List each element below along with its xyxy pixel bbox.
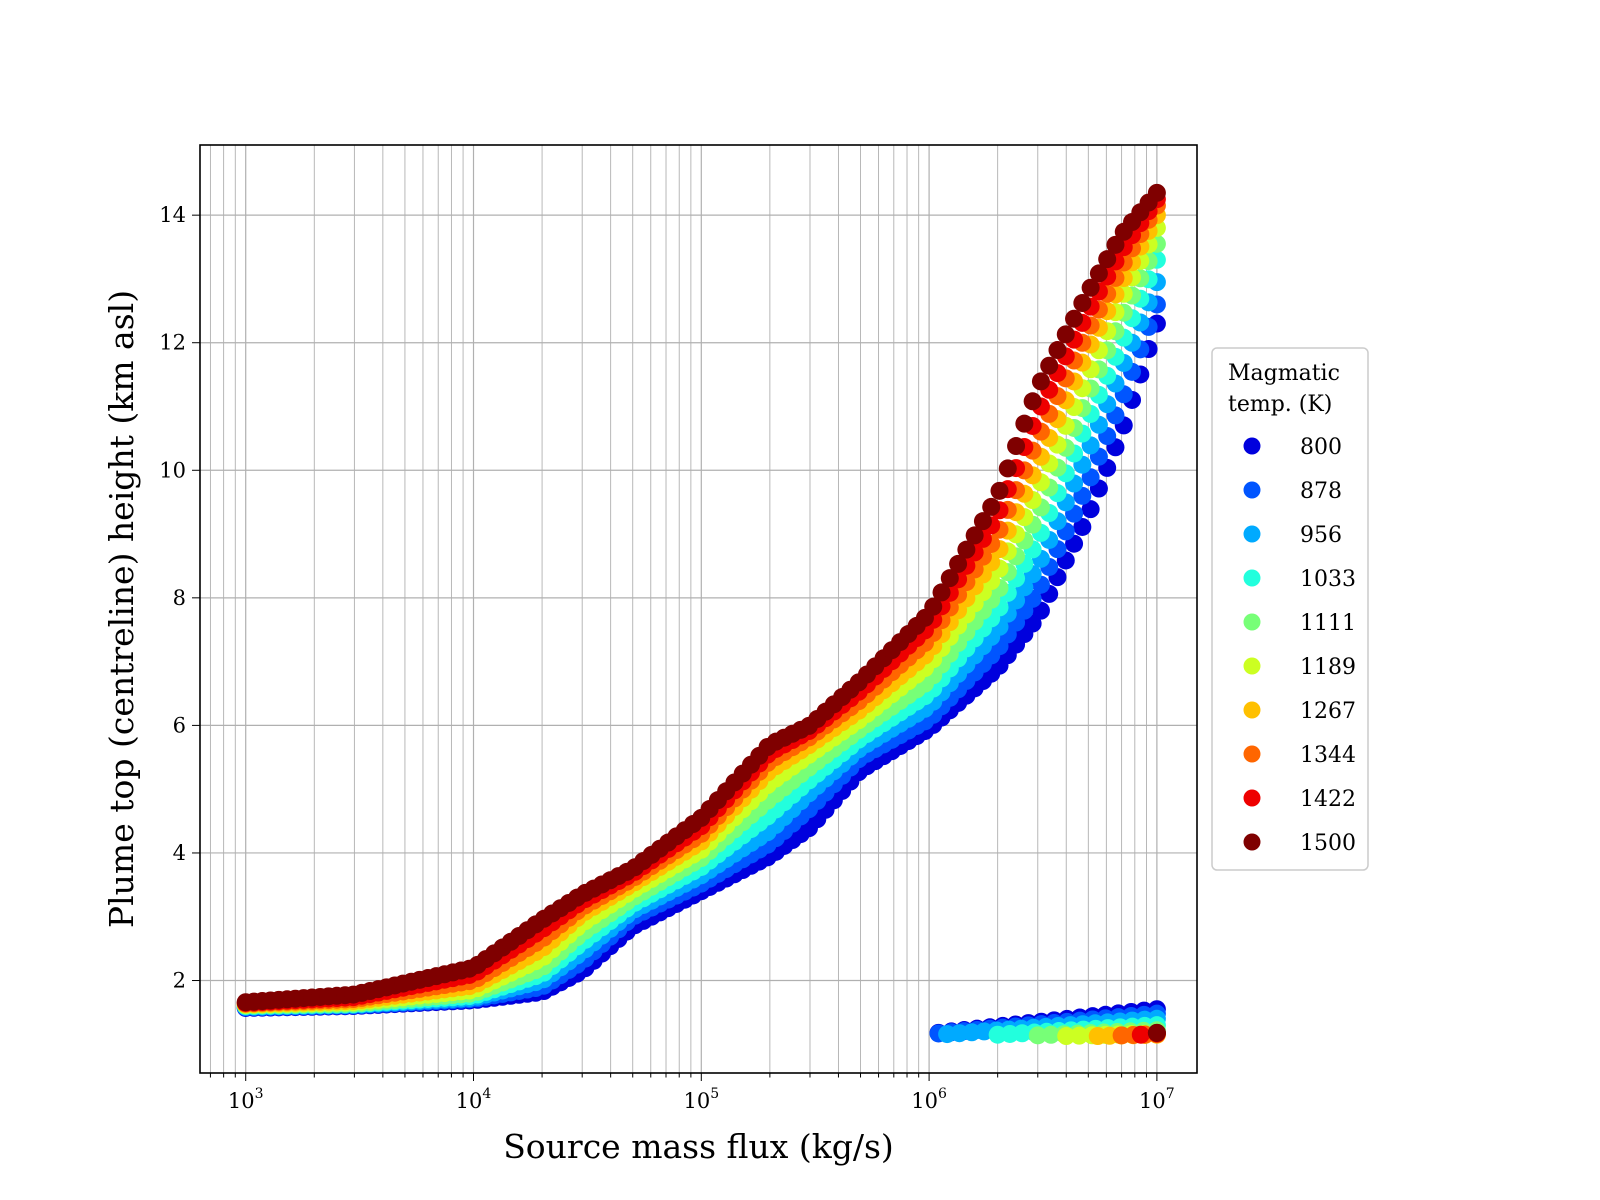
data-point: [1065, 309, 1084, 328]
series-1500: [236, 183, 1166, 1042]
low-branch-point: [1042, 1025, 1061, 1044]
legend-marker-1189: [1243, 657, 1261, 675]
legend-label-1111: 1111: [1300, 611, 1356, 636]
data-point: [965, 526, 984, 545]
data-point: [1081, 278, 1100, 297]
low-branch-point: [1070, 1026, 1089, 1045]
legend-label-1344: 1344: [1300, 743, 1356, 768]
data-point: [924, 597, 943, 616]
legend-marker-800: [1243, 437, 1261, 455]
y-tick-label: 4: [173, 841, 186, 865]
data-point: [1106, 235, 1125, 254]
legend-label-1422: 1422: [1300, 787, 1356, 812]
legend-label-1267: 1267: [1300, 699, 1356, 724]
y-tick-label: 8: [173, 586, 186, 610]
legend-marker-1344: [1243, 745, 1261, 763]
legend-label-1033: 1033: [1300, 567, 1356, 592]
legend-title-line: temp. (K): [1228, 392, 1332, 417]
data-point: [1081, 500, 1100, 519]
low-branch-point: [1131, 1025, 1150, 1044]
data-point: [1048, 341, 1067, 360]
data-point: [1023, 392, 1042, 411]
data-point: [1040, 356, 1059, 375]
data-point: [1147, 183, 1166, 202]
data-point: [1098, 250, 1117, 269]
legend-label-800: 800: [1300, 435, 1342, 460]
data-point: [1073, 517, 1092, 536]
data-point: [1031, 372, 1050, 391]
legend-marker-1267: [1243, 701, 1261, 719]
legend-label-956: 956: [1300, 523, 1342, 548]
y-tick-label: 6: [173, 713, 186, 737]
low-branch-point: [1028, 1026, 1047, 1045]
legend-marker-1500: [1243, 833, 1261, 851]
data-point: [1089, 264, 1108, 283]
legend: Magmatic temp. (K) 800 878 956 1033 1111 1189 12…: [1211, 347, 1369, 871]
data-point: [990, 481, 1009, 500]
x-axis-title: Source mass flux (kg/s): [503, 1127, 894, 1166]
legend-label-1500: 1500: [1300, 831, 1356, 856]
data-point: [1015, 414, 1034, 433]
data-point: [1023, 614, 1042, 633]
data-point: [1056, 325, 1075, 344]
data-point: [1007, 437, 1026, 456]
legend-marker-878: [1243, 481, 1261, 499]
legend-label-878: 878: [1300, 479, 1342, 504]
y-axis-title: Plume top (centreline) height (km asl): [102, 290, 141, 928]
data-point: [973, 512, 992, 531]
data-point: [932, 583, 951, 602]
legend-title-line: Magmatic: [1228, 361, 1340, 386]
data-point: [1073, 294, 1092, 313]
data-point: [998, 459, 1017, 478]
data-points: [236, 183, 1166, 1046]
data-point: [949, 554, 968, 573]
plot-frame: [199, 144, 1198, 1074]
data-point: [940, 569, 959, 588]
legend-marker-956: [1243, 525, 1261, 543]
data-point: [982, 497, 1001, 516]
legend-marker-1033: [1243, 569, 1261, 587]
y-tick-label: 14: [159, 203, 186, 227]
legend-label-1189: 1189: [1300, 655, 1356, 680]
legend-box: [1211, 347, 1369, 871]
y-tick-label: 12: [159, 331, 186, 355]
y-tick-label: 2: [173, 969, 186, 993]
low-branch-point: [1057, 1027, 1076, 1046]
y-tick-label: 10: [159, 458, 186, 482]
legend-marker-1111: [1243, 613, 1261, 631]
low-branch-point: [1147, 1023, 1166, 1042]
legend-marker-1422: [1243, 789, 1261, 807]
data-point: [957, 540, 976, 559]
